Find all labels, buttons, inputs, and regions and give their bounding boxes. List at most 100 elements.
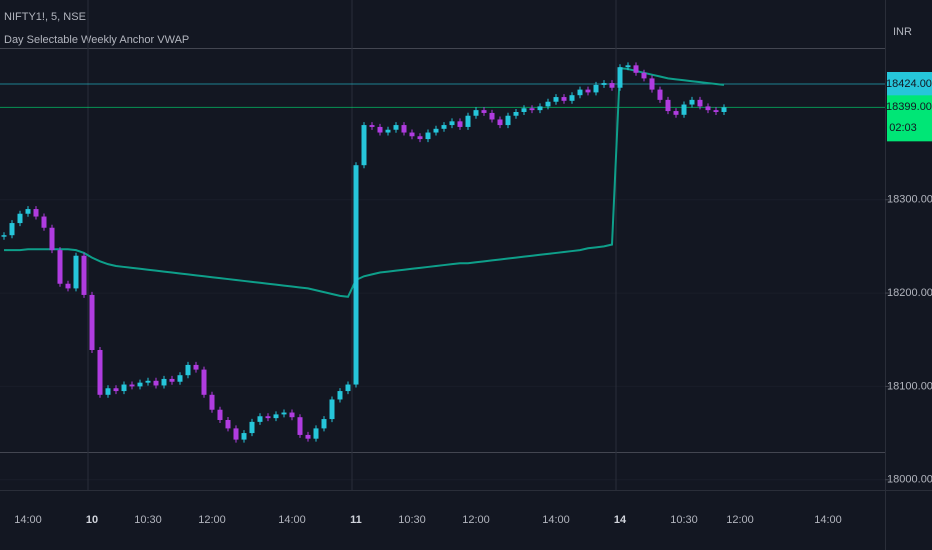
candle xyxy=(457,121,463,127)
candle xyxy=(713,110,719,112)
candle xyxy=(561,97,567,101)
x-tick-label: 14:00 xyxy=(814,514,842,526)
candle xyxy=(537,106,543,111)
candle xyxy=(321,419,327,429)
x-tick-label: 14:00 xyxy=(14,514,42,526)
countdown: 02:03 xyxy=(889,122,917,134)
candle xyxy=(193,364,199,370)
candle xyxy=(425,132,431,140)
candle xyxy=(1,235,7,237)
candle xyxy=(721,107,727,112)
candle xyxy=(353,165,359,385)
price-label-box xyxy=(887,72,932,96)
candle xyxy=(89,294,95,350)
candle xyxy=(49,227,55,251)
candle xyxy=(145,380,151,383)
candle xyxy=(401,125,407,133)
candle xyxy=(449,121,455,126)
candle xyxy=(305,434,311,439)
candle xyxy=(65,283,71,289)
candle xyxy=(25,209,31,214)
candle xyxy=(585,89,591,93)
candle xyxy=(225,420,231,429)
candle xyxy=(121,384,127,392)
candle xyxy=(57,250,63,284)
y-tick-label: 18200.00 xyxy=(887,287,932,299)
x-tick-label: 14:00 xyxy=(542,514,570,526)
x-tick-label: 10:30 xyxy=(670,514,698,526)
x-tick-label: 10:30 xyxy=(134,514,162,526)
candle xyxy=(505,115,511,126)
candle xyxy=(97,350,103,395)
candle xyxy=(633,65,639,73)
candle xyxy=(481,110,487,113)
candle xyxy=(129,384,135,387)
candle xyxy=(625,65,631,68)
candle xyxy=(521,108,527,112)
symbol-title: NIFTY1!, 5, NSE xyxy=(4,11,86,23)
candle xyxy=(201,369,207,395)
x-tick-label: 14 xyxy=(614,514,627,526)
candle xyxy=(313,428,319,439)
price-label: 18424.00 xyxy=(886,78,932,90)
candle xyxy=(297,417,303,435)
x-tick-label: 12:00 xyxy=(462,514,490,526)
y-tick-label: 18100.00 xyxy=(887,380,932,392)
candle xyxy=(153,380,159,386)
candle xyxy=(705,106,711,111)
candle xyxy=(657,89,663,100)
candle xyxy=(545,101,551,107)
candle xyxy=(281,412,287,415)
candle xyxy=(369,125,375,127)
candle xyxy=(689,99,695,105)
x-tick-label: 11 xyxy=(350,514,362,526)
candle xyxy=(241,433,247,440)
candle xyxy=(217,409,223,420)
candle xyxy=(185,364,191,376)
candle xyxy=(433,128,439,133)
candle xyxy=(41,216,47,228)
candle xyxy=(345,384,351,392)
candle xyxy=(609,83,615,88)
candle xyxy=(377,126,383,133)
candle xyxy=(513,112,519,116)
candle xyxy=(105,388,111,395)
candle xyxy=(257,416,263,422)
candle xyxy=(329,399,335,420)
candle xyxy=(385,129,391,133)
candle xyxy=(337,391,343,400)
x-tick-label: 12:00 xyxy=(726,514,754,526)
candle xyxy=(393,125,399,130)
y-tick-label: 18000.00 xyxy=(887,474,932,486)
candle xyxy=(593,84,599,93)
candle xyxy=(73,255,79,289)
candle xyxy=(81,255,87,295)
candle xyxy=(553,97,559,102)
candle xyxy=(273,414,279,419)
candle xyxy=(209,394,215,410)
candle xyxy=(497,119,503,126)
candle xyxy=(697,99,703,107)
candle xyxy=(417,136,423,140)
candle xyxy=(489,112,495,120)
candle xyxy=(137,382,143,387)
candle xyxy=(577,89,583,96)
candle xyxy=(249,421,255,434)
candle xyxy=(9,223,15,236)
candle xyxy=(233,428,239,440)
x-tick-label: 10:30 xyxy=(398,514,426,526)
price-label: 18399.00 xyxy=(886,101,932,113)
candle xyxy=(465,115,471,127)
x-tick-label: 14:00 xyxy=(278,514,306,526)
candle xyxy=(113,388,119,392)
candle xyxy=(569,95,575,101)
indicator-title: Day Selectable Weekly Anchor VWAP xyxy=(4,34,189,46)
x-tick-label: 12:00 xyxy=(198,514,226,526)
candle xyxy=(169,378,175,382)
candle xyxy=(529,108,535,111)
candle xyxy=(617,67,623,88)
price-label-box xyxy=(887,95,932,142)
candle xyxy=(177,375,183,382)
